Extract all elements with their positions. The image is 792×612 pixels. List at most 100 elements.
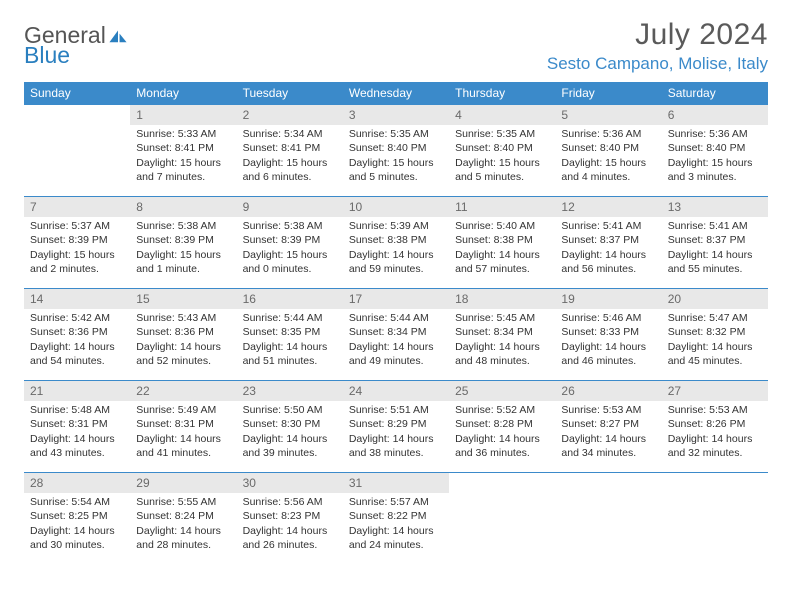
sunrise-text: Sunrise: 5:37 AM: [30, 219, 124, 233]
sunrise-text: Sunrise: 5:42 AM: [30, 311, 124, 325]
day-details: Sunrise: 5:38 AMSunset: 8:39 PMDaylight:…: [130, 217, 236, 280]
sunrise-text: Sunrise: 5:56 AM: [243, 495, 337, 509]
calendar-cell: 23Sunrise: 5:50 AMSunset: 8:30 PMDayligh…: [237, 381, 343, 473]
day-details: Sunrise: 5:56 AMSunset: 8:23 PMDaylight:…: [237, 493, 343, 556]
calendar-cell: [662, 473, 768, 567]
daylight-text: Daylight: 15 hours and 3 minutes.: [668, 156, 762, 184]
sunrise-text: Sunrise: 5:41 AM: [668, 219, 762, 233]
day-details: Sunrise: 5:43 AMSunset: 8:36 PMDaylight:…: [130, 309, 236, 372]
sunrise-text: Sunrise: 5:52 AM: [455, 403, 549, 417]
daylight-text: Daylight: 14 hours and 55 minutes.: [668, 248, 762, 276]
day-details: Sunrise: 5:50 AMSunset: 8:30 PMDaylight:…: [237, 401, 343, 464]
day-number: 24: [343, 381, 449, 401]
day-details: Sunrise: 5:48 AMSunset: 8:31 PMDaylight:…: [24, 401, 130, 464]
daylight-text: Daylight: 14 hours and 26 minutes.: [243, 524, 337, 552]
calendar-cell: 13Sunrise: 5:41 AMSunset: 8:37 PMDayligh…: [662, 197, 768, 289]
sunrise-text: Sunrise: 5:36 AM: [561, 127, 655, 141]
month-title: July 2024: [547, 18, 768, 52]
calendar-cell: 8Sunrise: 5:38 AMSunset: 8:39 PMDaylight…: [130, 197, 236, 289]
sunrise-text: Sunrise: 5:33 AM: [136, 127, 230, 141]
sunrise-text: Sunrise: 5:43 AM: [136, 311, 230, 325]
day-details: Sunrise: 5:41 AMSunset: 8:37 PMDaylight:…: [555, 217, 661, 280]
daylight-text: Daylight: 14 hours and 32 minutes.: [668, 432, 762, 460]
daylight-text: Daylight: 14 hours and 52 minutes.: [136, 340, 230, 368]
day-number: 26: [555, 381, 661, 401]
day-number: 27: [662, 381, 768, 401]
day-header: Sunday: [24, 82, 130, 105]
sunset-text: Sunset: 8:39 PM: [243, 233, 337, 247]
daylight-text: Daylight: 14 hours and 41 minutes.: [136, 432, 230, 460]
calendar-cell: 25Sunrise: 5:52 AMSunset: 8:28 PMDayligh…: [449, 381, 555, 473]
daylight-text: Daylight: 14 hours and 48 minutes.: [455, 340, 549, 368]
daylight-text: Daylight: 14 hours and 46 minutes.: [561, 340, 655, 368]
day-details: Sunrise: 5:55 AMSunset: 8:24 PMDaylight:…: [130, 493, 236, 556]
day-details: Sunrise: 5:41 AMSunset: 8:37 PMDaylight:…: [662, 217, 768, 280]
day-number: 5: [555, 105, 661, 125]
day-number: 28: [24, 473, 130, 493]
sunrise-text: Sunrise: 5:53 AM: [561, 403, 655, 417]
sunset-text: Sunset: 8:39 PM: [136, 233, 230, 247]
calendar-cell: 9Sunrise: 5:38 AMSunset: 8:39 PMDaylight…: [237, 197, 343, 289]
calendar-row: 14Sunrise: 5:42 AMSunset: 8:36 PMDayligh…: [24, 289, 768, 381]
daylight-text: Daylight: 14 hours and 38 minutes.: [349, 432, 443, 460]
calendar-cell: 26Sunrise: 5:53 AMSunset: 8:27 PMDayligh…: [555, 381, 661, 473]
daylight-text: Daylight: 15 hours and 5 minutes.: [349, 156, 443, 184]
day-details: Sunrise: 5:39 AMSunset: 8:38 PMDaylight:…: [343, 217, 449, 280]
day-number: 30: [237, 473, 343, 493]
calendar-cell: [555, 473, 661, 567]
sunrise-text: Sunrise: 5:38 AM: [136, 219, 230, 233]
daylight-text: Daylight: 14 hours and 36 minutes.: [455, 432, 549, 460]
sunrise-text: Sunrise: 5:54 AM: [30, 495, 124, 509]
day-details: Sunrise: 5:51 AMSunset: 8:29 PMDaylight:…: [343, 401, 449, 464]
day-number: 17: [343, 289, 449, 309]
daylight-text: Daylight: 14 hours and 49 minutes.: [349, 340, 443, 368]
sunset-text: Sunset: 8:38 PM: [349, 233, 443, 247]
day-number: 19: [555, 289, 661, 309]
location-label: Sesto Campano, Molise, Italy: [547, 54, 768, 74]
daylight-text: Daylight: 15 hours and 2 minutes.: [30, 248, 124, 276]
sunrise-text: Sunrise: 5:47 AM: [668, 311, 762, 325]
day-details: Sunrise: 5:54 AMSunset: 8:25 PMDaylight:…: [24, 493, 130, 556]
day-details: Sunrise: 5:36 AMSunset: 8:40 PMDaylight:…: [662, 125, 768, 188]
sunset-text: Sunset: 8:23 PM: [243, 509, 337, 523]
day-number: 3: [343, 105, 449, 125]
daylight-text: Daylight: 15 hours and 6 minutes.: [243, 156, 337, 184]
sunrise-text: Sunrise: 5:40 AM: [455, 219, 549, 233]
day-header: Saturday: [662, 82, 768, 105]
calendar-cell: 5Sunrise: 5:36 AMSunset: 8:40 PMDaylight…: [555, 105, 661, 197]
sunset-text: Sunset: 8:25 PM: [30, 509, 124, 523]
calendar-cell: 17Sunrise: 5:44 AMSunset: 8:34 PMDayligh…: [343, 289, 449, 381]
sunset-text: Sunset: 8:26 PM: [668, 417, 762, 431]
day-details: Sunrise: 5:34 AMSunset: 8:41 PMDaylight:…: [237, 125, 343, 188]
sunset-text: Sunset: 8:28 PM: [455, 417, 549, 431]
sunset-text: Sunset: 8:31 PM: [136, 417, 230, 431]
daylight-text: Daylight: 14 hours and 28 minutes.: [136, 524, 230, 552]
sunset-text: Sunset: 8:38 PM: [455, 233, 549, 247]
calendar-cell: [24, 105, 130, 197]
day-number: 9: [237, 197, 343, 217]
calendar-cell: 10Sunrise: 5:39 AMSunset: 8:38 PMDayligh…: [343, 197, 449, 289]
day-details: Sunrise: 5:35 AMSunset: 8:40 PMDaylight:…: [449, 125, 555, 188]
day-number: 22: [130, 381, 236, 401]
day-number: 4: [449, 105, 555, 125]
sunset-text: Sunset: 8:36 PM: [136, 325, 230, 339]
day-details: Sunrise: 5:33 AMSunset: 8:41 PMDaylight:…: [130, 125, 236, 188]
day-header: Tuesday: [237, 82, 343, 105]
day-number: 20: [662, 289, 768, 309]
day-number: 6: [662, 105, 768, 125]
day-details: Sunrise: 5:44 AMSunset: 8:35 PMDaylight:…: [237, 309, 343, 372]
day-details: Sunrise: 5:35 AMSunset: 8:40 PMDaylight:…: [343, 125, 449, 188]
day-header: Wednesday: [343, 82, 449, 105]
days-of-week-row: SundayMondayTuesdayWednesdayThursdayFrid…: [24, 82, 768, 105]
day-number: 10: [343, 197, 449, 217]
day-number: 31: [343, 473, 449, 493]
day-details: Sunrise: 5:36 AMSunset: 8:40 PMDaylight:…: [555, 125, 661, 188]
sunset-text: Sunset: 8:31 PM: [30, 417, 124, 431]
daylight-text: Daylight: 14 hours and 54 minutes.: [30, 340, 124, 368]
day-details: Sunrise: 5:42 AMSunset: 8:36 PMDaylight:…: [24, 309, 130, 372]
day-number: 16: [237, 289, 343, 309]
day-number: 13: [662, 197, 768, 217]
daylight-text: Daylight: 14 hours and 56 minutes.: [561, 248, 655, 276]
calendar-cell: 28Sunrise: 5:54 AMSunset: 8:25 PMDayligh…: [24, 473, 130, 567]
day-details: Sunrise: 5:37 AMSunset: 8:39 PMDaylight:…: [24, 217, 130, 280]
